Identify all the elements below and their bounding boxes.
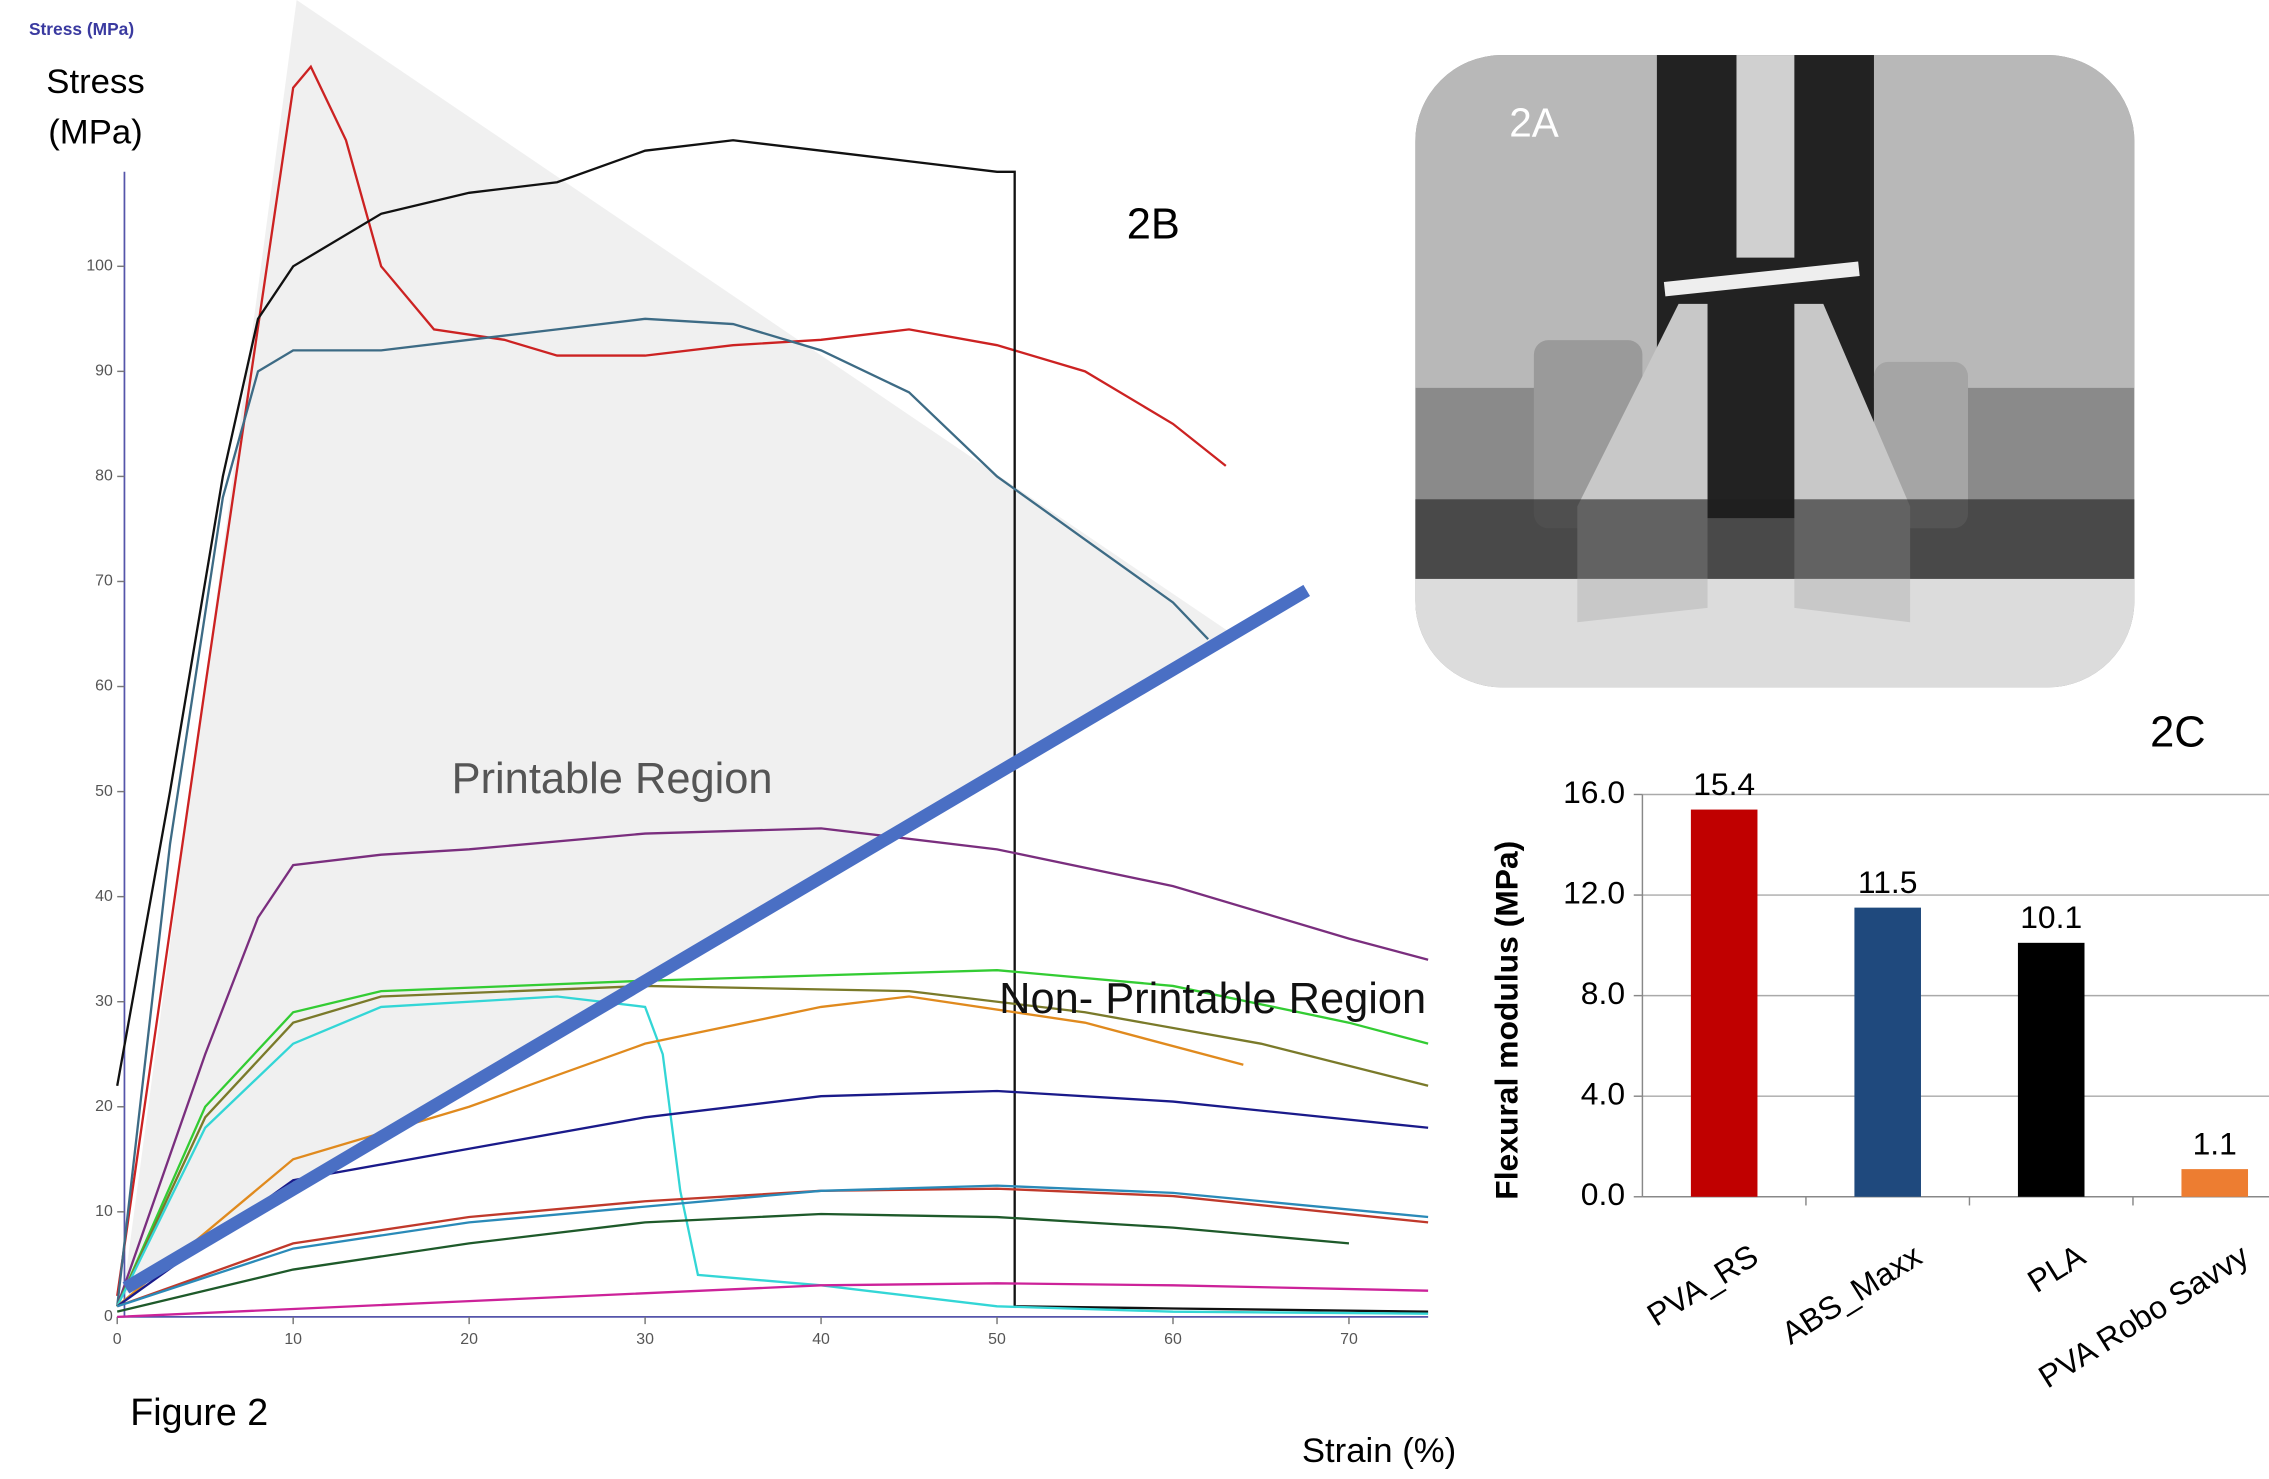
y-tick-label: 10 — [95, 1203, 113, 1220]
y-tick-label: 90 — [95, 363, 113, 380]
y-tick-label: 50 — [95, 783, 113, 800]
photo: 2A — [1415, 55, 2134, 687]
bar — [2018, 943, 2085, 1197]
photo-probe — [1736, 55, 1794, 258]
photo-plate — [1415, 499, 2134, 579]
x-axis-label: Strain (%) — [1302, 1432, 1456, 1470]
y-tick-label: 4.0 — [1581, 1076, 1625, 1112]
value-label: 15.4 — [1693, 766, 1755, 802]
photo-bench — [1415, 579, 2134, 688]
y-tick-label: 40 — [95, 888, 113, 905]
chart-title: Stress (MPa) — [29, 19, 134, 39]
y-tick-label: 60 — [95, 678, 113, 695]
y-tick-label: 100 — [86, 258, 113, 275]
y-axis-label: Flexural modulus (MPa) — [1489, 841, 1525, 1200]
value-label: 11.5 — [1858, 864, 1918, 900]
value-label: 1.1 — [2193, 1125, 2237, 1161]
x-tick-label: 40 — [812, 1331, 830, 1348]
y-tick-label: 0 — [104, 1308, 113, 1325]
y-tick-label: 12.0 — [1563, 874, 1625, 910]
panel-label: 2B — [1127, 201, 1180, 249]
x-tick-label: 70 — [1340, 1331, 1358, 1348]
page: 0 10 20 30 40 50 60 70 80 90 100 0 10 20 30 40 50 60 70 St… — [0, 0, 2269, 1479]
annotation: Non- Printable Region — [999, 975, 1426, 1023]
bar — [1691, 810, 1758, 1197]
x-tick-label: 10 — [284, 1331, 302, 1348]
panel-label: 2C — [2150, 709, 2206, 757]
value-label: 10.1 — [2020, 899, 2082, 935]
panel-label: 2A — [1509, 100, 1559, 146]
y-tick-label: 80 — [95, 468, 113, 485]
x-tick-label: 20 — [460, 1331, 478, 1348]
y-tick-label: 0.0 — [1581, 1176, 1625, 1212]
x-tick-label: 0 — [113, 1331, 122, 1348]
y-tick-label: 20 — [95, 1098, 113, 1115]
x-tick-label: 50 — [988, 1331, 1006, 1348]
x-tick-label: 60 — [1164, 1331, 1182, 1348]
bar — [1854, 908, 1921, 1197]
figure: 0 10 20 30 40 50 60 70 80 90 100 0 10 20 30 40 50 60 70 St… — [0, 0, 2269, 1479]
y-tick-label: 70 — [95, 573, 113, 590]
caption: Figure 2 — [130, 1391, 268, 1433]
x-tick-label: 30 — [636, 1331, 654, 1348]
y-tick-label: 8.0 — [1581, 975, 1625, 1011]
bar — [2181, 1169, 2248, 1197]
y-tick-label: 16.0 — [1563, 774, 1625, 810]
annotation: Printable Region — [452, 755, 773, 803]
y-tick-label: 30 — [95, 993, 113, 1010]
